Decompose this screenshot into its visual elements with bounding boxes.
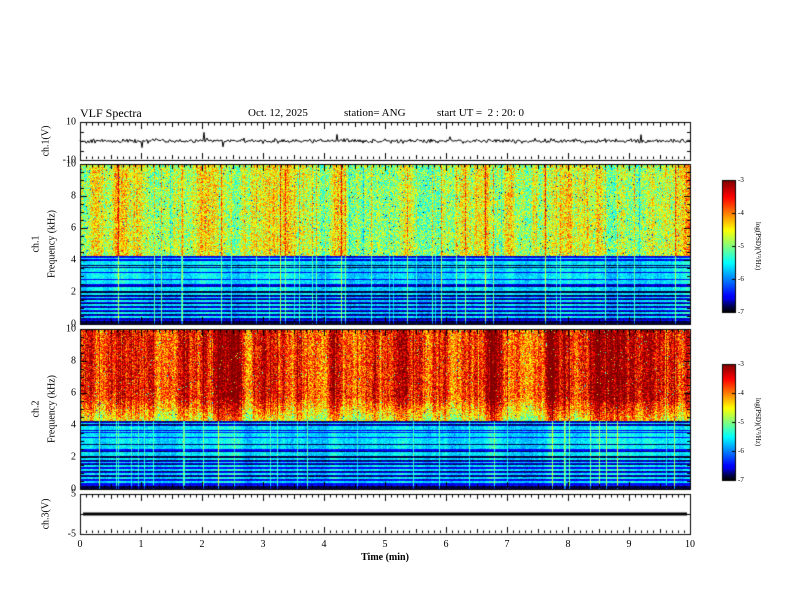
ch3_wave-ytick-label: 5 [71,488,76,500]
start-ut-label: start UT = 2 : 20: 0 [437,107,524,119]
x-tick-label: 7 [504,539,510,550]
x-tick-label: 9 [626,539,632,550]
colorbar1-tick-label: -5 [738,242,744,250]
ch2_spec-ytick-label: 10 [66,323,76,335]
ch1-voltage-axis-label: ch.1(V) [40,125,52,157]
x-tick-label: 4 [321,539,327,550]
colorbar2-tick-label: -7 [738,476,744,484]
ch2_spec-ytick-label: 4 [71,419,76,431]
ch1_spec-ytick-label: 10 [66,158,76,170]
ch3-voltage-axis-label: ch.3(V) [40,498,52,530]
ch2_spec-ytick-label: 0 [71,483,76,495]
plot-title: VLF Spectra [80,106,142,120]
ch2_spec-ytick-label: 2 [71,451,76,463]
station-label: station= ANG [344,107,406,119]
plot-date: Oct. 12, 2025 [248,107,308,119]
ch1_wave-ytick-label: 10 [66,116,76,128]
colorbar2-tick-label: -6 [738,447,744,455]
colorbar1-tick-label: -4 [738,209,744,217]
ch2_spec-ytick-label: 8 [71,355,76,367]
ch1_spec-ytick-label: 6 [71,222,76,234]
colorbar2-tick-label: -3 [738,360,744,368]
ch1-spec-channel-label: ch.1 [30,235,42,253]
x-tick-label: 8 [565,539,571,550]
colorbar1-tick-label: -3 [738,176,744,184]
colorbar1-tick-label: -6 [738,275,744,283]
ch1_spec-ytick-label: 0 [71,318,76,330]
ch2-frequency-axis-label: Frequency (kHz) [46,374,58,444]
time-axis-label: Time (min) [361,552,409,563]
colorbar1-label: log(PSD)(V²/Hz) [754,221,762,271]
x-tick-label: 3 [260,539,266,550]
x-tick-label: 5 [382,539,388,550]
ch1_spec-ytick-label: 8 [71,190,76,202]
colorbar2-tick-label: -5 [738,418,744,426]
ch1_spec-ytick-label: 2 [71,286,76,298]
colorbar2-tick-label: -4 [738,389,744,397]
ch1-frequency-axis-label: Frequency (kHz) [46,209,58,279]
ch3_wave-ytick-label: -5 [67,528,76,540]
ch2-spec-channel-label: ch.2 [30,400,42,418]
colorbar1-tick-label: -7 [738,308,744,316]
x-tick-label: 6 [443,539,449,550]
ch2_spec-ytick-label: 6 [71,387,76,399]
ch1_spec-ytick-label: 4 [71,254,76,266]
x-tick-label: 2 [199,539,205,550]
ch1_wave-ytick-label: -10 [62,154,76,166]
x-tick-label: 0 [77,539,83,550]
x-tick-label: 10 [685,539,695,550]
colorbar2-label: log(PSD)(V²/Hz) [754,397,762,447]
x-tick-label: 1 [138,539,144,550]
